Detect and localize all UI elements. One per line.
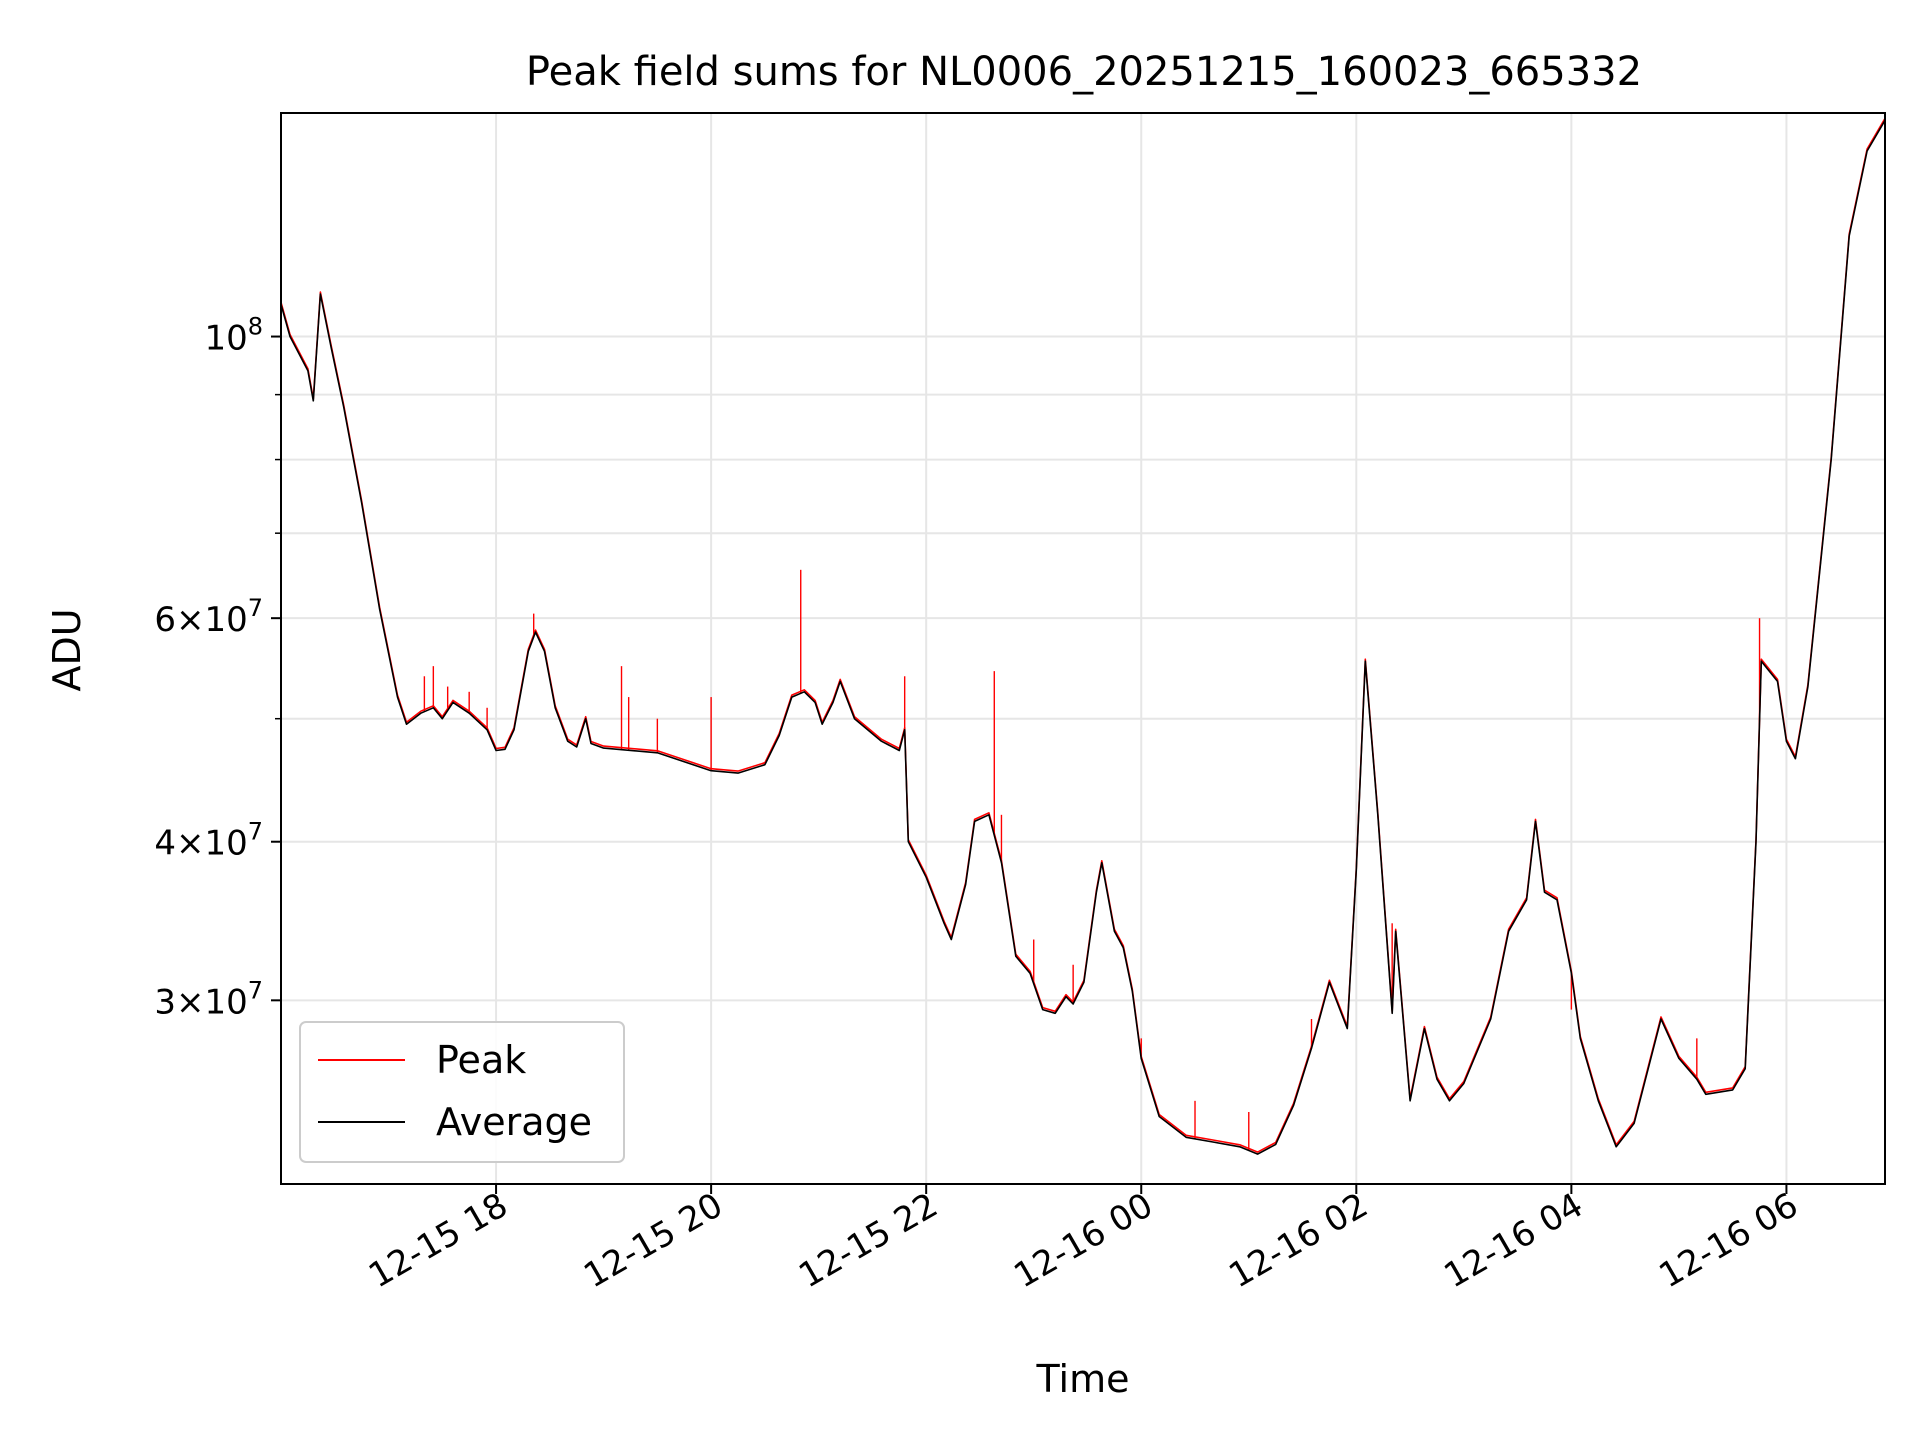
- chart-title: Peak field sums for NL0006_20251215_1600…: [526, 49, 1642, 95]
- x-tick-label: 12-15 20: [577, 1185, 729, 1296]
- y-tick-label: 6×107: [154, 594, 263, 640]
- legend: Peak Average: [299, 1021, 625, 1163]
- x-axis-label: Time: [1036, 1357, 1130, 1401]
- x-tick-label: 12-15 22: [792, 1185, 944, 1296]
- peak-series-line: [280, 117, 1886, 1153]
- legend-average-label: Average: [436, 1100, 592, 1144]
- y-tick-label: 4×107: [154, 818, 263, 864]
- axes-frame: [280, 112, 1886, 1185]
- y-axis-label: ADU: [45, 608, 89, 691]
- y-axis: 108 6×107 4×107 3×107: [154, 313, 281, 1022]
- x-axis: 12-15 18 12-15 20 12-15 22 12-16 00 12-16 02…: [362, 1184, 1805, 1296]
- y-tick-label: 108: [204, 313, 263, 359]
- x-tick-label: 12-16 06: [1653, 1185, 1805, 1296]
- x-tick-label: 12-16 00: [1007, 1185, 1159, 1296]
- x-tick-label: 12-15 18: [362, 1185, 514, 1296]
- average-series-line: [280, 119, 1886, 1155]
- plot-area: [280, 117, 1886, 1155]
- legend-peak-label: Peak: [436, 1038, 526, 1082]
- x-tick-label: 12-16 04: [1437, 1185, 1589, 1296]
- x-tick-label: 12-16 02: [1222, 1185, 1374, 1296]
- y-tick-label: 3×107: [154, 976, 263, 1022]
- legend-box: [299, 1021, 625, 1163]
